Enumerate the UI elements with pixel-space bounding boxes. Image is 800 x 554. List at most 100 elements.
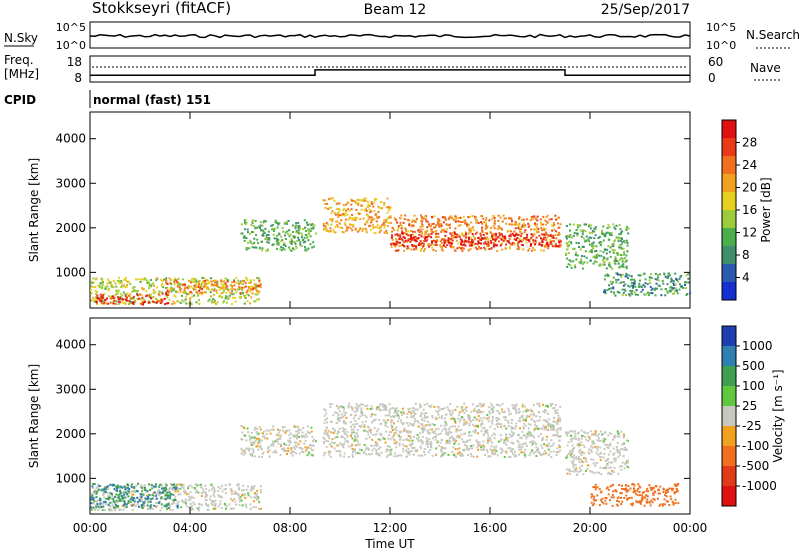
data-cell	[424, 453, 427, 456]
data-cell	[612, 249, 615, 252]
data-cell	[334, 231, 337, 234]
data-cell	[246, 300, 249, 303]
data-cell	[433, 424, 436, 426]
data-cell	[142, 301, 145, 304]
data-cell	[624, 241, 627, 244]
data-cell	[174, 490, 177, 493]
data-cell	[323, 438, 326, 441]
data-cell	[528, 240, 531, 243]
data-cell	[608, 471, 610, 474]
data-cell	[678, 288, 681, 291]
data-cell	[496, 454, 499, 457]
data-cell	[569, 260, 572, 263]
data-cell	[391, 227, 394, 230]
data-cell	[450, 242, 453, 245]
data-cell	[508, 246, 511, 249]
data-cell	[511, 243, 514, 246]
data-cell	[92, 506, 95, 509]
data-cell	[250, 485, 253, 488]
data-cell	[106, 491, 109, 494]
data-cell	[364, 209, 366, 212]
data-cell	[266, 450, 269, 453]
data-cell	[181, 299, 184, 302]
data-cell	[189, 298, 192, 301]
data-cell	[476, 440, 479, 443]
data-cell	[327, 440, 330, 443]
data-cell	[383, 226, 386, 229]
data-cell	[439, 432, 442, 435]
data-cell	[619, 453, 621, 456]
data-cell	[305, 433, 307, 436]
data-cell	[631, 290, 634, 292]
data-cell	[91, 494, 94, 497]
data-cell	[354, 436, 357, 439]
data-cell	[607, 434, 610, 437]
data-cell	[437, 411, 440, 414]
data-cell	[647, 294, 650, 297]
data-cell	[244, 497, 247, 499]
data-cell	[608, 250, 611, 253]
data-cell	[357, 452, 360, 454]
data-cell	[430, 232, 433, 235]
data-cell	[99, 297, 102, 300]
data-cell	[462, 418, 465, 421]
data-cell	[407, 430, 410, 433]
data-cell	[577, 456, 580, 459]
data-cell	[160, 506, 163, 509]
data-cell	[272, 227, 275, 230]
data-cell	[192, 281, 195, 283]
data-cell	[340, 405, 343, 407]
data-cell	[337, 407, 340, 410]
data-cell	[156, 492, 159, 495]
data-cell	[350, 405, 353, 408]
data-cell	[179, 493, 182, 496]
data-cell	[256, 293, 259, 296]
data-cell	[435, 428, 438, 431]
data-cell	[387, 445, 390, 448]
data-cell	[307, 425, 309, 428]
data-cell	[240, 448, 243, 451]
data-cell	[444, 417, 446, 420]
data-cell	[187, 487, 190, 490]
data-cell	[124, 488, 127, 491]
data-cell	[264, 238, 267, 241]
data-cell	[95, 504, 97, 507]
data-cell	[353, 426, 356, 428]
data-cell	[456, 448, 459, 451]
data-cell	[212, 500, 215, 502]
data-cell	[340, 443, 343, 446]
data-cell	[610, 234, 613, 237]
data-cell	[256, 427, 259, 430]
data-cell	[552, 442, 555, 445]
data-cell	[474, 431, 477, 434]
data-cell	[432, 432, 435, 434]
data-cell	[530, 233, 533, 236]
data-cell	[585, 256, 588, 259]
data-cell	[171, 502, 173, 505]
data-cell	[547, 234, 550, 237]
data-cell	[478, 402, 481, 405]
data-cell	[419, 242, 422, 245]
data-cell	[673, 284, 676, 287]
data-cell	[195, 301, 198, 304]
data-cell	[195, 491, 197, 494]
data-cell	[591, 230, 594, 232]
data-cell	[494, 240, 497, 243]
data-cell	[511, 404, 514, 407]
data-cell	[513, 223, 516, 226]
data-cell	[602, 437, 605, 440]
data-cell	[410, 239, 413, 242]
data-cell	[644, 278, 647, 281]
data-cell	[306, 430, 309, 433]
data-cell	[345, 416, 348, 419]
data-cell	[687, 273, 690, 276]
data-cell	[519, 420, 522, 423]
data-cell	[105, 485, 108, 488]
data-cell	[429, 449, 432, 451]
data-cell	[245, 248, 248, 251]
data-cell	[140, 294, 143, 296]
data-cell	[218, 288, 221, 291]
data-cell	[600, 254, 603, 257]
data-cell	[397, 242, 400, 245]
data-cell	[285, 443, 288, 446]
